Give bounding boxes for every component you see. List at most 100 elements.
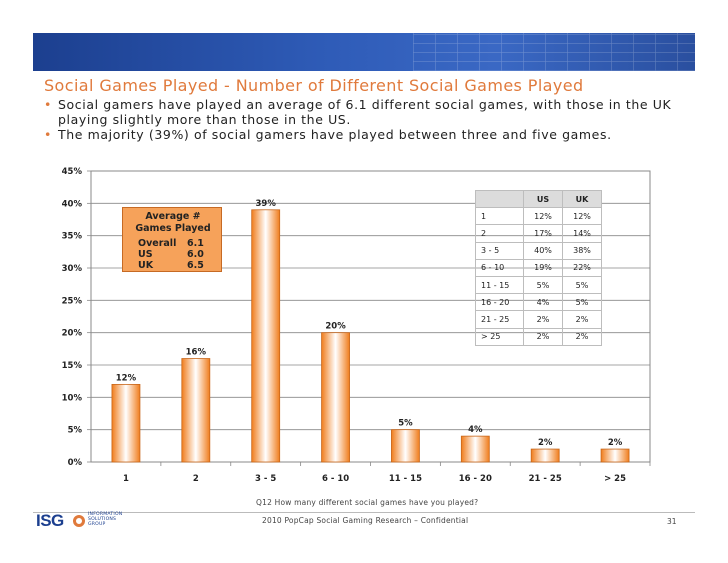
y-tick-label: 45% (62, 167, 83, 177)
data-label: 4% (468, 425, 483, 435)
table-row: 1 12% 12% (475, 207, 602, 226)
table-cell: 22% (562, 258, 602, 277)
bullet-list: • Social gamers have played an average of… (44, 97, 694, 142)
y-tick-label: 5% (68, 426, 83, 436)
table-cell: 5% (562, 275, 602, 295)
average-row-label: UK (138, 260, 154, 271)
table-row: > 25 2% 2% (475, 327, 602, 346)
average-row-label: US (138, 249, 153, 260)
isg-logo: ISG INFORMATION SOLUTIONS GROUP (36, 510, 126, 534)
logo-line: INFORMATION (88, 512, 123, 517)
bullet-item: • The majority (39%) of social gamers hav… (44, 127, 694, 142)
bullet-text: Social gamers have played an average of … (58, 97, 672, 127)
data-label: 39% (256, 199, 277, 209)
question-footnote: Q12 How many different social games have… (256, 498, 479, 507)
table-cell: 6 - 10 (475, 258, 524, 277)
average-box-header-line: Games Played (135, 223, 211, 234)
y-tick-label: 20% (62, 329, 83, 339)
average-row: US 6.0 (138, 249, 204, 260)
slide-title: Social Games Played - Number of Differen… (44, 76, 584, 95)
table-cell: > 25 (475, 327, 524, 346)
table-row: 11 - 15 5% 5% (475, 275, 602, 295)
data-label: 12% (116, 373, 137, 383)
footer-divider (33, 512, 695, 513)
y-tick-label: 35% (62, 232, 83, 242)
x-tick-label: 3 - 5 (255, 474, 276, 484)
table-cell: 3 - 5 (475, 241, 524, 260)
table-cell: 12% (562, 207, 602, 226)
average-box-header-line: Average # (145, 211, 201, 222)
bullet-item: • Social gamers have played an average of… (44, 97, 694, 127)
table-cell: 2% (523, 310, 563, 329)
average-row: Overall 6.1 (138, 238, 204, 249)
page-number: 31 (667, 517, 677, 526)
average-box: Average # Games Played Overall 6.1 US 6.0 U… (122, 207, 222, 272)
table-cell: 2% (562, 310, 602, 329)
table-cell: 14% (562, 224, 602, 243)
table-header-cell: UK (562, 189, 602, 209)
x-tick-label: 11 - 15 (389, 474, 422, 484)
average-row-value: 6.1 (187, 238, 204, 249)
table-header-cell: US (523, 189, 563, 209)
bar (530, 448, 560, 463)
x-tick-label: 6 - 10 (322, 474, 349, 484)
bar (181, 358, 211, 463)
table-row: 6 - 10 19% 22% (475, 258, 602, 277)
bar (251, 209, 281, 463)
data-label: 20% (325, 322, 346, 332)
data-label: 2% (608, 438, 623, 448)
bar (600, 448, 630, 463)
logo-subtext: INFORMATION SOLUTIONS GROUP (88, 512, 128, 527)
x-tick-label: 2 (193, 474, 199, 484)
header-banner (33, 33, 695, 71)
average-box-header: Average # Games Played (123, 211, 223, 235)
table-row: 21 - 25 2% 2% (475, 310, 602, 329)
table-cell: 11 - 15 (475, 275, 524, 295)
table-header-cell (475, 189, 524, 209)
bullet-icon: • (44, 127, 52, 142)
table-cell: 19% (523, 258, 563, 277)
table-cell: 2 (475, 224, 524, 243)
table-cell: 17% (523, 224, 563, 243)
average-row: UK 6.5 (138, 260, 204, 271)
average-row-value: 6.5 (187, 260, 204, 271)
table-cell: 4% (523, 293, 563, 312)
table-cell: 5% (562, 293, 602, 312)
bar (321, 332, 350, 463)
logo-line: SOLUTIONS (88, 517, 117, 522)
x-tick-label: 21 - 25 (529, 474, 562, 484)
table-cell: 2% (523, 327, 563, 346)
table-cell: 16 - 20 (475, 293, 524, 312)
confidential-footer: 2010 PopCap Social Gaming Research – Con… (262, 516, 469, 525)
table-row: 3 - 5 40% 38% (475, 241, 602, 260)
bar (391, 429, 420, 463)
table-cell: 1 (475, 207, 524, 226)
logo-line: GROUP (88, 522, 106, 527)
bullet-icon: • (44, 97, 52, 112)
y-tick-label: 10% (62, 393, 83, 403)
average-row-label: Overall (138, 238, 177, 249)
table-row: 2 17% 14% (475, 224, 602, 243)
table-cell: 38% (562, 241, 602, 260)
table-header-row: US UK (475, 189, 602, 209)
bar (111, 383, 141, 463)
table-cell: 12% (523, 207, 563, 226)
y-tick-label: 0% (68, 458, 83, 468)
y-tick-label: 25% (62, 296, 83, 306)
table-cell: 21 - 25 (475, 310, 524, 329)
data-label: 5% (398, 419, 413, 429)
x-tick-label: 1 (123, 474, 129, 484)
y-tick-label: 15% (62, 361, 83, 371)
average-row-value: 6.0 (187, 249, 204, 260)
data-label: 2% (538, 438, 553, 448)
bullet-text: The majority (39%) of social gamers have… (58, 127, 612, 142)
y-tick-label: 30% (62, 264, 83, 274)
x-tick-label: > 25 (604, 474, 626, 484)
data-label: 16% (186, 348, 207, 358)
table-cell: 40% (523, 241, 563, 260)
table-cell: 5% (523, 275, 563, 295)
us-uk-table: US UK 1 12% 12% 2 17% 14% 3 - 5 40% 38% 6 - 10… (475, 189, 602, 346)
banner-pattern (413, 33, 695, 71)
logo-ring-icon (73, 515, 85, 527)
